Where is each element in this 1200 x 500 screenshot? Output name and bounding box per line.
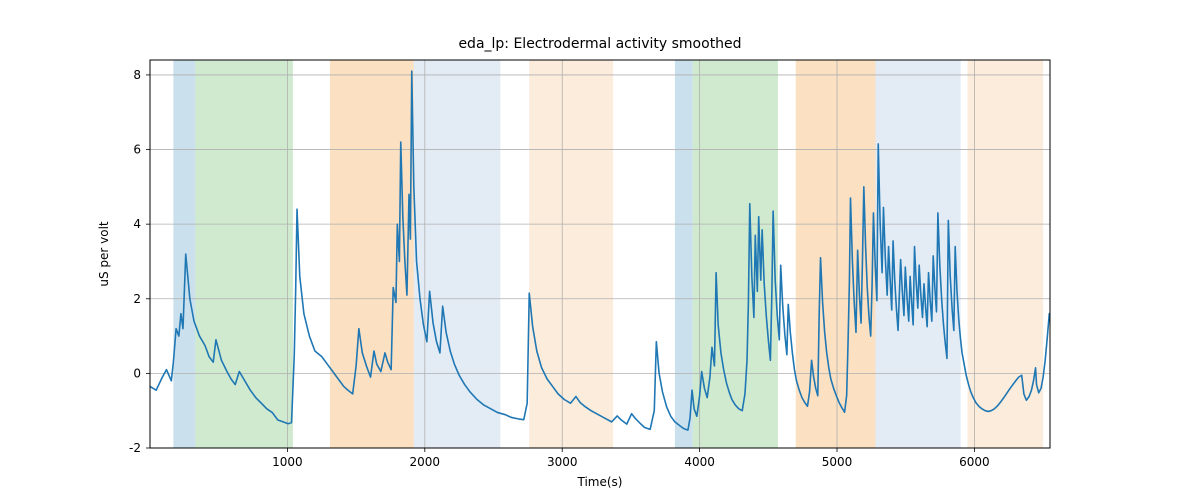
eda-line-chart: 1000 2000 3000 4000 5000 6000 -2 0 2 4 6 8 Time(s) uS… [0, 0, 1200, 500]
ytick-label: 2 [133, 292, 141, 306]
ytick-label: 6 [133, 143, 141, 157]
ytick-label: 8 [133, 68, 141, 82]
x-axis-label: Time(s) [577, 475, 623, 489]
band-4 [529, 60, 613, 448]
xtick-label: 1000 [272, 455, 303, 469]
ytick-label: 0 [133, 366, 141, 380]
band-5 [675, 60, 693, 448]
band-1 [195, 60, 293, 448]
xtick-label: 4000 [684, 455, 715, 469]
band-7 [796, 60, 876, 448]
y-axis-label: uS per volt [97, 221, 111, 287]
band-2 [330, 60, 414, 448]
band-3 [414, 60, 501, 448]
xtick-label: 2000 [410, 455, 441, 469]
chart-title: eda_lp: Electrodermal activity smoothed [458, 36, 741, 52]
xtick-label: 5000 [822, 455, 853, 469]
xtick-label: 6000 [959, 455, 990, 469]
xtick-label: 3000 [547, 455, 578, 469]
ytick-label: -2 [129, 441, 141, 455]
chart-container: 1000 2000 3000 4000 5000 6000 -2 0 2 4 6 8 Time(s) uS… [0, 0, 1200, 500]
ytick-label: 4 [133, 217, 141, 231]
band-0 [173, 60, 195, 448]
